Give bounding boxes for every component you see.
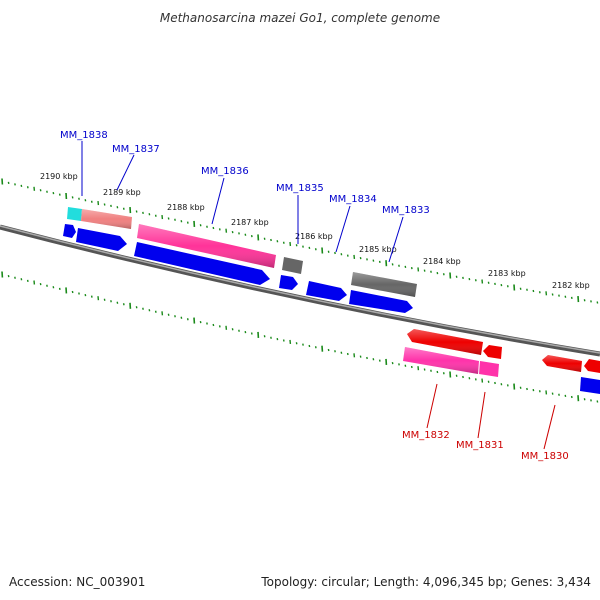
gene-label-mm-1830[interactable]: MM_1830 xyxy=(521,451,569,462)
pseudo-feature-mm-1833-shade xyxy=(351,272,417,297)
gene-feature-mm-1836-shade xyxy=(137,224,276,268)
gene-label-mm-1835[interactable]: MM_1835 xyxy=(276,183,324,194)
gene-label-mm-1832[interactable]: MM_1832 xyxy=(402,430,450,441)
pseudo-feature-mm-1835[interactable] xyxy=(282,257,303,274)
tick-label-2185: 2185 kbp xyxy=(359,245,397,254)
genome-backbone xyxy=(0,224,600,357)
trna-feature-mm-1838[interactable] xyxy=(67,207,82,221)
cds-arrow-mm-1831[interactable] xyxy=(483,345,502,359)
cds-arrow-mm-1837[interactable] xyxy=(76,228,127,251)
gene-feature-mm-1837-shade xyxy=(81,209,132,229)
gene-feature-mm-1832-shade xyxy=(403,347,479,374)
accession-text: Accession: NC_003901 xyxy=(9,575,145,589)
genome-stats-text: Topology: circular; Length: 4,096,345 bp… xyxy=(260,575,591,589)
tick-label-2184: 2184 kbp xyxy=(423,257,461,266)
genome-backbone-highlight xyxy=(0,225,600,354)
forward-cds-track xyxy=(63,224,413,313)
tick-label-2183: 2183 kbp xyxy=(488,269,526,278)
gene-label-mm-1836[interactable]: MM_1836 xyxy=(201,166,249,177)
tick-label-2190: 2190 kbp xyxy=(40,172,78,181)
tick-label-2182: 2182 kbp xyxy=(552,281,590,290)
gene-label-mm-1837[interactable]: MM_1837 xyxy=(112,144,160,155)
cds-arrow-mm-1835[interactable] xyxy=(279,275,298,290)
cds-arrow-mm-1832-shade xyxy=(407,329,483,355)
reverse-cds-track xyxy=(407,329,600,394)
leader-mm-1833 xyxy=(388,216,404,263)
forward-gene-track xyxy=(67,207,417,297)
leader-mm-1837 xyxy=(116,154,135,191)
cds-arrow-mm-1830-shade xyxy=(542,355,582,372)
gene-label-mm-1833[interactable]: MM_1833 xyxy=(382,205,430,216)
tick-label-2186: 2186 kbp xyxy=(295,232,333,241)
cds-arrow-mm-1836[interactable] xyxy=(134,242,270,285)
gene-label-mm-1838[interactable]: MM_1838 xyxy=(60,130,108,141)
forward-label-leaders xyxy=(81,141,404,263)
cds-arrow-mm-1838[interactable] xyxy=(63,224,76,238)
tick-label-2187: 2187 kbp xyxy=(231,218,269,227)
leader-mm-1830 xyxy=(543,404,556,450)
cds-arrow-mm-1829-partial[interactable] xyxy=(584,359,600,373)
leader-mm-1832 xyxy=(426,383,438,429)
gene-label-mm-1834[interactable]: MM_1834 xyxy=(329,194,377,205)
cds-arrow-partial-blue[interactable] xyxy=(580,377,600,394)
cds-arrow-mm-1833[interactable] xyxy=(349,290,413,313)
leader-mm-1831 xyxy=(477,391,486,439)
gene-feature-mm-1831[interactable] xyxy=(479,361,499,377)
inner-tick-row xyxy=(1,271,599,403)
reverse-label-leaders xyxy=(426,383,556,450)
tick-label-2188: 2188 kbp xyxy=(167,203,205,212)
leader-mm-1834 xyxy=(335,205,351,253)
map-title: Methanosarcina mazei Go1, complete genom… xyxy=(160,11,440,25)
outer-tick-row xyxy=(1,178,599,304)
tick-label-2189: 2189 kbp xyxy=(103,188,141,197)
reverse-gene-track xyxy=(403,347,499,377)
leader-mm-1836 xyxy=(211,177,225,225)
cds-arrow-mm-1834[interactable] xyxy=(306,281,347,301)
gene-label-mm-1831[interactable]: MM_1831 xyxy=(456,440,504,451)
